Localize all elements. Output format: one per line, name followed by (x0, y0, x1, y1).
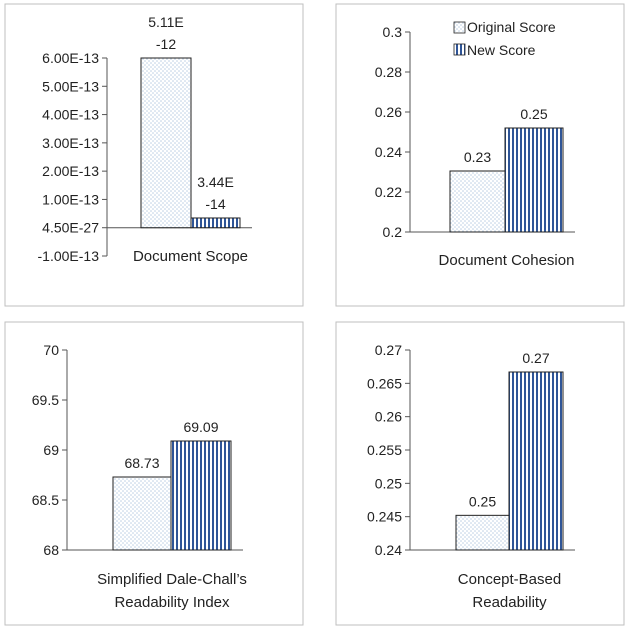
bar-original (112, 476, 172, 551)
data-label: 68.73 (124, 455, 159, 471)
data-label: 0.25 (520, 106, 547, 122)
bar-new (190, 217, 241, 229)
x-axis-label: Simplified Dale-Chall’s (97, 571, 247, 588)
bar-original (140, 57, 192, 229)
y-tick-label: 3.00E-13 (42, 135, 99, 151)
y-tick-label: 0.3 (383, 24, 403, 40)
data-label: -14 (205, 196, 225, 212)
y-tick-label: 0.22 (375, 184, 402, 200)
chart-panel-border (4, 3, 304, 307)
y-tick-label: 6.00E-13 (42, 50, 99, 66)
y-tick-label: 0.28 (375, 64, 402, 80)
legend-label-new: New Score (467, 42, 536, 58)
y-tick-label: 0.245 (367, 509, 402, 525)
y-tick-label: 68 (43, 542, 59, 558)
y-tick-label: 0.26 (375, 104, 402, 120)
y-tick-label: 4.00E-13 (42, 107, 99, 123)
x-axis-label: Readability (472, 594, 547, 611)
chart-concept-based-readability: 0.24 0.245 0.25 0.255 0.26 0.265 0.27 0.25 0.27 C… (335, 321, 625, 626)
legend-swatch-original (453, 21, 466, 34)
y-tick-label: 0.24 (375, 144, 402, 160)
x-axis-label: Concept-Based (458, 571, 561, 588)
y-tick-label: 4.50E-27 (42, 220, 99, 236)
x-axis-label: Document Scope (133, 248, 248, 265)
y-tick-label: 0.26 (375, 409, 402, 425)
chart-panel-border (335, 3, 625, 307)
legend-swatch-new (453, 43, 466, 56)
chart-panel-border (335, 321, 625, 626)
legend-label-original: Original Score (467, 19, 556, 35)
x-axis-label: Document Cohesion (439, 252, 575, 269)
data-label: 5.11E (148, 14, 184, 30)
bar-new (170, 440, 232, 551)
data-label: 69.09 (183, 419, 218, 435)
y-tick-label: 2.00E-13 (42, 163, 99, 179)
data-label: 0.25 (469, 493, 496, 509)
y-tick-label: 0.2 (383, 224, 403, 240)
y-tick-label: 70 (43, 342, 59, 358)
chart-panel-border (4, 321, 304, 626)
data-label: 3.44E (197, 174, 234, 190)
y-tick-label: 69 (43, 442, 59, 458)
y-tick-label: 68.5 (32, 492, 59, 508)
bar-original (455, 514, 510, 551)
y-tick-label: 1.00E-13 (42, 191, 99, 207)
y-tick-label: 5.00E-13 (42, 78, 99, 94)
legend: Original Score New Score (453, 19, 556, 58)
bar-new (504, 127, 564, 233)
y-tick-label: 69.5 (32, 392, 59, 408)
y-tick-label: 0.27 (375, 342, 402, 358)
y-tick-label: -1.00E-13 (38, 248, 100, 264)
bar-original (449, 170, 506, 233)
y-tick-label: 0.25 (375, 475, 402, 491)
chart-dale-chall-readability: 68 68.5 69 69.5 70 68.73 69.09 Simplified Dale-… (4, 321, 304, 626)
y-tick-label: 0.255 (367, 442, 402, 458)
data-label: 0.27 (522, 350, 549, 366)
chart-document-cohesion: 0.2 0.22 0.24 0.26 0.28 0.3 0.23 0.25 Document C… (335, 3, 625, 307)
y-tick-label: 0.24 (375, 542, 402, 558)
bar-new (508, 371, 564, 551)
data-label: 0.23 (464, 149, 491, 165)
y-tick-label: 0.265 (367, 375, 402, 391)
x-axis-label: Readability Index (114, 594, 230, 611)
chart-document-scope: -1.00E-13 4.50E-27 1.00E-13 2.00E-13 3.00E-1… (4, 3, 304, 307)
data-label: -12 (156, 36, 176, 52)
